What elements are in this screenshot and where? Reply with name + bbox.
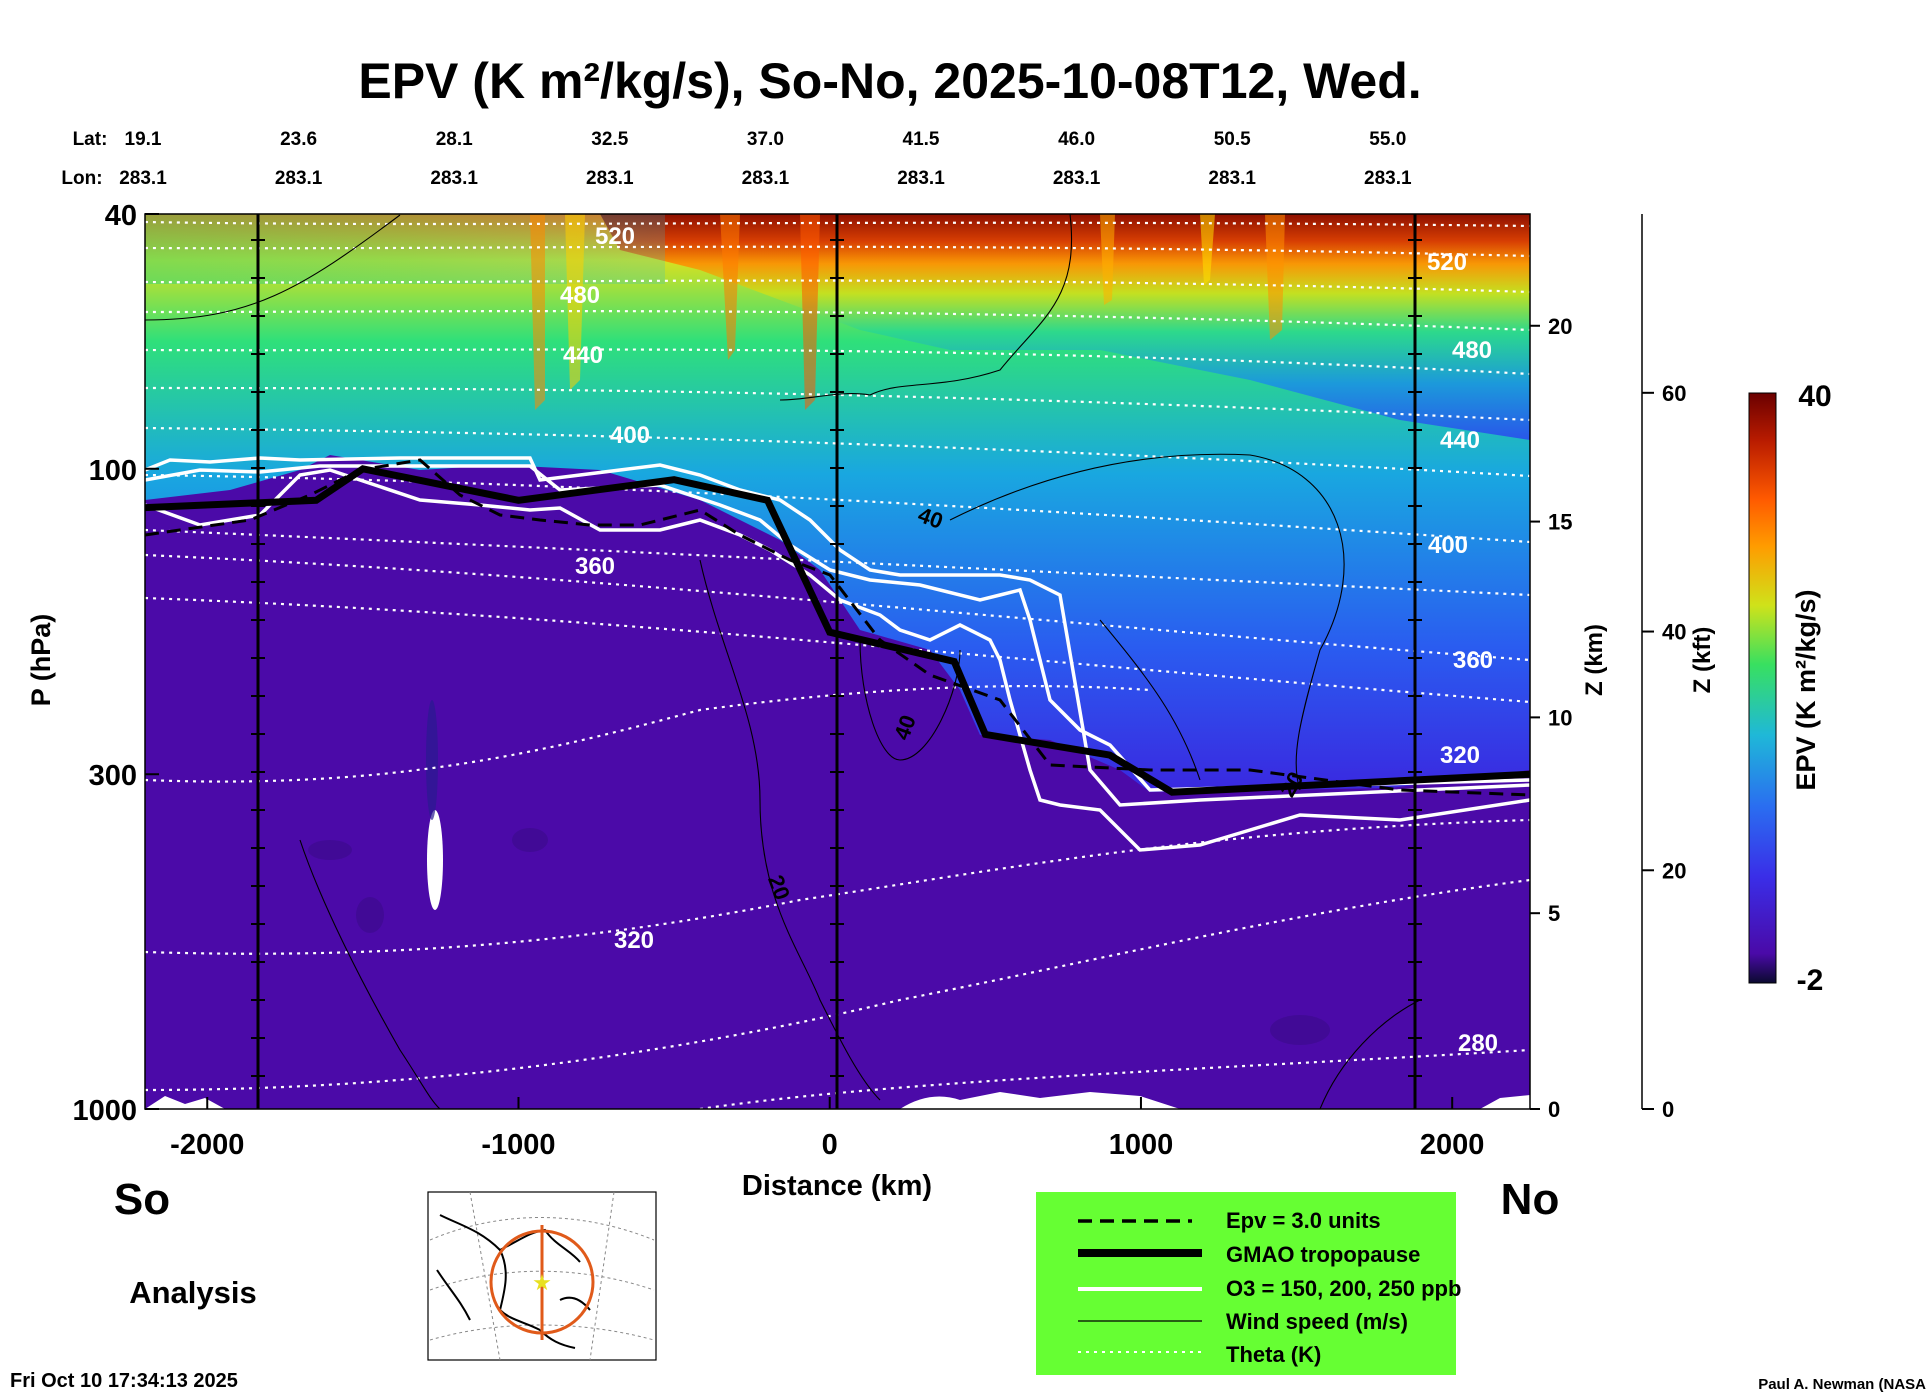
z-km-axis-title: Z (km) [1581,624,1608,696]
theta-label: 280 [1458,1030,1498,1057]
lat-value: 32.5 [591,129,628,150]
chart-title: EPV (K m²/kg/s), So-No, 2025-10-08T12, W… [358,53,1421,109]
lat-value: 41.5 [903,129,940,150]
plot-frame [144,213,1531,1110]
colorbar-min-label: -2 [1797,964,1824,997]
theta-label: 320 [1440,742,1480,769]
y-axis-title: P (hPa) [26,614,56,707]
lat-value: 50.5 [1214,129,1251,150]
z-kft-axis-title: Z (kft) [1689,627,1716,694]
zft-tick-label: 60 [1662,381,1686,406]
lon-value: 283.1 [275,168,323,189]
lon-value: 283.1 [430,168,478,189]
x-tick-label: 2000 [1420,1129,1485,1161]
theta-label: 400 [610,422,650,449]
z-tick-label: 15 [1548,510,1572,535]
lon-value: 283.1 [742,168,790,189]
z-tick-label: 20 [1548,314,1572,339]
legend-label: O3 = 150, 200, 250 ppb [1226,1276,1461,1301]
zft-tick-label: 0 [1662,1097,1674,1122]
lat-value: 37.0 [747,129,784,150]
theta-label: 360 [575,553,615,580]
lat-lon-tick-labels: 19.1 283.1 23.6 283.1 28.1 283.1 32.5 283.1 37.0… [119,129,1412,189]
z-tick-label: 5 [1548,901,1560,926]
y-tick-label: 1000 [72,1095,137,1127]
lon-value: 283.1 [1364,168,1412,189]
footer-credit: Paul A. Newman (NASA [1758,1376,1926,1393]
zft-tick-label: 20 [1662,858,1686,883]
theta-label: 520 [1427,249,1467,276]
colorbar [1748,392,1777,984]
lat-value: 46.0 [1058,129,1095,150]
zft-tick-label: 40 [1662,620,1686,645]
y-tick-label: 300 [89,760,137,792]
lat-row-label: Lat: [73,129,108,150]
north-label: No [1501,1175,1560,1224]
theta-label: 440 [563,342,603,369]
reference-verticals [256,214,1417,1109]
x-tick-label: -2000 [170,1129,244,1161]
wind-speed-contours [145,214,1421,1109]
pressure-axis: 40 100 300 1000 [72,200,159,1127]
lon-value: 283.1 [586,168,634,189]
ozone-anomaly [427,810,443,910]
x-axis-title: Distance (km) [742,1170,932,1202]
legend-label: Wind speed (m/s) [1226,1309,1408,1334]
z-tick-label: 10 [1548,705,1572,730]
south-label: So [114,1175,170,1224]
theta-label: 480 [1452,337,1492,364]
theta-labels-left: 520 480 440 400 360 320 [560,223,654,954]
lon-value: 283.1 [897,168,945,189]
z-kft-axis: 0 20 40 60 [1641,214,1686,1122]
lat-value: 55.0 [1369,129,1406,150]
locator-map: ★ [427,1191,657,1361]
legend-label: Epv = 3.0 units [1226,1208,1381,1233]
lon-value: 283.1 [119,168,167,189]
theta-label: 480 [560,282,600,309]
lon-value: 283.1 [1208,168,1256,189]
lon-value: 283.1 [1053,168,1101,189]
lat-value: 23.6 [280,129,317,150]
theta-label: 440 [1440,427,1480,454]
y-tick-label: 40 [105,200,137,232]
z-km-axis: 0 5 10 15 20 [1530,314,1572,1122]
epv-3-contour [145,458,1530,797]
z-tick-label: 0 [1548,1097,1560,1122]
reference-tick-marks [251,239,1422,1077]
theta-label: 520 [595,223,635,250]
y-tick-label: 100 [89,455,137,487]
analysis-label: Analysis [129,1275,257,1310]
distance-axis: -2000 -1000 0 1000 2000 [170,1097,1484,1161]
colorbar-max-label: 40 [1798,380,1831,413]
legend: Epv = 3.0 units GMAO tropopause O3 = 150… [1036,1192,1461,1375]
theta-label: 400 [1428,532,1468,559]
x-tick-label: 0 [822,1129,838,1161]
x-tick-label: -1000 [481,1129,555,1161]
svg-text:★: ★ [532,1271,552,1296]
theta-label: 320 [614,927,654,954]
colorbar-title: EPV (K m²/kg/s) [1791,589,1821,790]
lat-value: 19.1 [125,129,162,150]
plot-area: 520 480 440 400 360 320 520 480 440 400 … [145,214,1530,1109]
upper-strat-field [600,214,1530,440]
theta-labels-right: 520 480 440 400 360 320 280 [1427,249,1498,1057]
lat-value: 28.1 [436,129,473,150]
legend-label: Theta (K) [1226,1342,1321,1367]
footer-timestamp: Fri Oct 10 17:34:13 2025 [10,1370,238,1392]
legend-label: GMAO tropopause [1226,1242,1420,1267]
lon-row-label: Lon: [61,168,102,189]
x-tick-label: 1000 [1109,1129,1174,1161]
theta-label: 360 [1453,647,1493,674]
theta-contours [145,220,1530,1109]
